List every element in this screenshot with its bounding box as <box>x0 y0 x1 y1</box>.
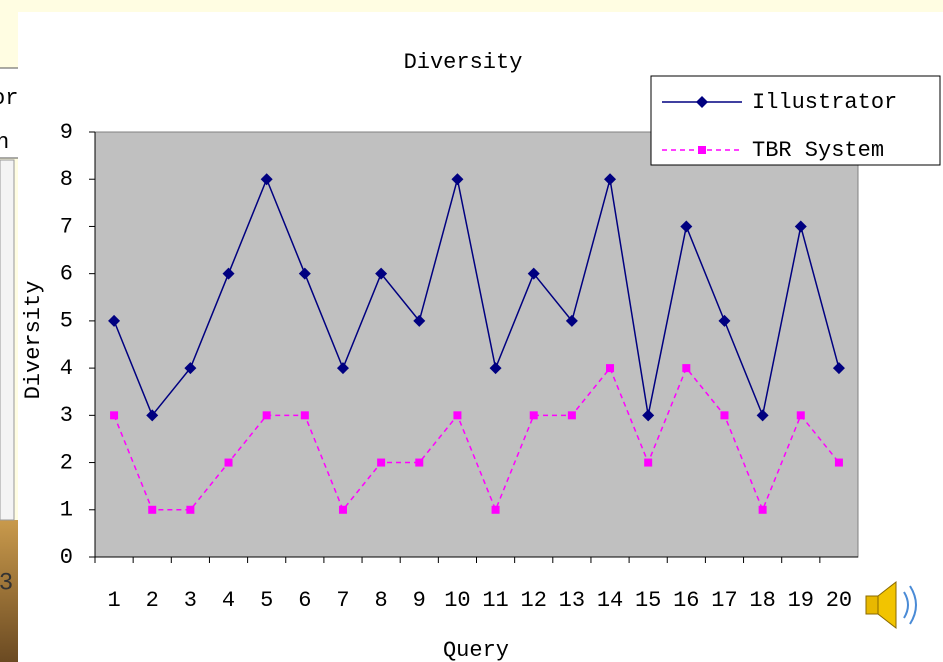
point <box>720 411 729 420</box>
x-tick-label: 17 <box>711 588 737 613</box>
point <box>338 505 347 514</box>
point <box>108 314 121 327</box>
x-tick-label: 18 <box>749 588 775 613</box>
point <box>415 458 424 467</box>
x-tick-label: 4 <box>222 588 235 613</box>
x-tick-label: 20 <box>826 588 852 613</box>
point <box>146 409 159 422</box>
x-tick-label: 16 <box>673 588 699 613</box>
x-tick-label: 3 <box>184 588 197 613</box>
x-tick-label: 19 <box>788 588 814 613</box>
point <box>413 314 426 327</box>
point <box>682 364 691 373</box>
point <box>489 362 502 375</box>
point <box>336 362 349 375</box>
x-tick-label: 12 <box>521 588 547 613</box>
point <box>298 267 311 280</box>
y-tick-label: 1 <box>60 498 73 523</box>
y-tick-label: 3 <box>60 403 73 428</box>
point <box>375 267 388 280</box>
point <box>377 458 386 467</box>
slide-fragment: n <box>0 130 9 155</box>
point <box>148 505 157 514</box>
x-tick-label: 13 <box>559 588 585 613</box>
slide-fragment: or <box>0 86 18 111</box>
series-line <box>113 366 840 512</box>
point <box>794 220 807 233</box>
legend-label: TBR System <box>752 138 884 163</box>
speaker-icon <box>865 580 917 630</box>
point <box>832 362 845 375</box>
x-axis-label: Query <box>443 638 509 662</box>
y-tick-label: 7 <box>60 214 73 239</box>
x-tick-label: 11 <box>482 588 508 613</box>
legend-label: Illustrator <box>752 90 897 115</box>
x-tick-label: 9 <box>413 588 426 613</box>
legend-marker <box>696 96 708 108</box>
point <box>756 409 769 422</box>
point <box>644 458 653 467</box>
point <box>758 505 767 514</box>
y-tick-label: 0 <box>60 545 73 570</box>
y-tick-label: 2 <box>60 450 73 475</box>
x-tick-label: 2 <box>146 588 159 613</box>
point <box>491 505 500 514</box>
x-tick-label: 7 <box>336 588 349 613</box>
point <box>529 411 538 420</box>
point <box>796 411 805 420</box>
point <box>565 314 578 327</box>
point <box>222 267 235 280</box>
point <box>527 267 540 280</box>
point <box>300 411 309 420</box>
chart-title: Diversity <box>404 50 523 75</box>
plot-area <box>94 131 859 558</box>
x-tick-label: 15 <box>635 588 661 613</box>
y-tick-label: 8 <box>60 167 73 192</box>
slide-image <box>0 520 20 662</box>
y-axis-label: Diversity <box>21 281 46 400</box>
x-tick-label: 10 <box>444 588 470 613</box>
x-tick-label: 1 <box>107 588 120 613</box>
point <box>451 173 464 186</box>
legend-marker <box>698 146 706 154</box>
y-tick-label: 4 <box>60 356 73 381</box>
point <box>186 505 195 514</box>
point <box>184 362 197 375</box>
series-line <box>113 177 840 418</box>
y-tick-label: 5 <box>60 309 73 334</box>
point <box>606 364 615 373</box>
point <box>567 411 576 420</box>
point <box>260 173 273 186</box>
y-tick-label: 9 <box>60 120 73 145</box>
point <box>262 411 271 420</box>
point <box>453 411 462 420</box>
point <box>110 411 119 420</box>
point <box>604 173 617 186</box>
point <box>224 458 233 467</box>
x-tick-label: 6 <box>298 588 311 613</box>
point <box>642 409 655 422</box>
point <box>834 458 843 467</box>
point <box>680 220 693 233</box>
point <box>718 314 731 327</box>
slide-fragment: 63 <box>0 568 13 595</box>
slide-panel <box>0 159 15 521</box>
x-tick-label: 8 <box>375 588 388 613</box>
x-tick-label: 5 <box>260 588 273 613</box>
y-tick-label: 6 <box>60 261 73 286</box>
x-tick-label: 14 <box>597 588 623 613</box>
